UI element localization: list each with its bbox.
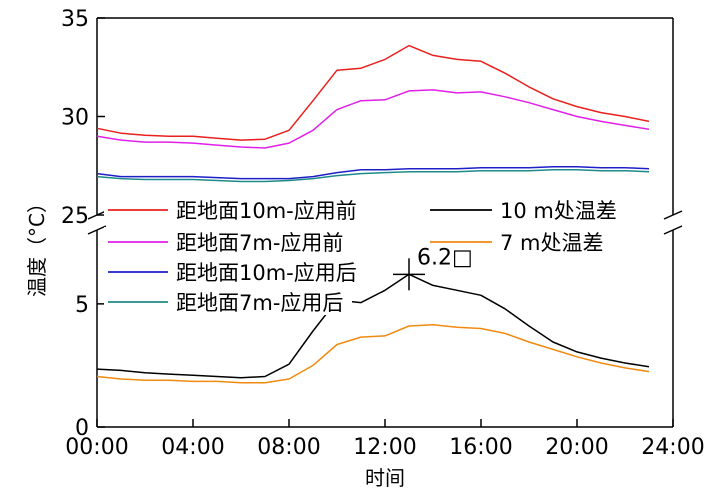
annotation-label: 6.2□ — [417, 245, 473, 270]
series-line — [96, 168, 650, 183]
y-axis-title: 温度（°C） — [25, 193, 49, 297]
legend-bg — [426, 227, 616, 255]
y-tick-label: 0 — [75, 416, 89, 441]
series-line — [96, 165, 650, 180]
legend-bg — [104, 287, 352, 315]
legend-bg — [104, 257, 372, 285]
series-line — [96, 324, 650, 384]
x-tick-label: 24:00 — [641, 435, 704, 460]
y-tick-label: 35 — [61, 7, 89, 32]
y-tick-label: 30 — [61, 106, 89, 131]
y-tick-label: 5 — [75, 293, 89, 318]
legend-label: 距地面10m-应用后 — [176, 261, 357, 285]
series-line — [96, 44, 650, 141]
legend-label: 10 m处温差 — [500, 199, 617, 223]
legend-label: 距地面7m-应用前 — [176, 231, 343, 255]
x-tick-label: 12:00 — [353, 435, 416, 460]
legend-label: 距地面7m-应用后 — [176, 291, 343, 315]
x-axis-title: 时间 — [365, 466, 405, 490]
x-tick-label: 08:00 — [257, 435, 320, 460]
series-layer — [96, 44, 650, 384]
x-tick-label: 16:00 — [449, 435, 512, 460]
axis-break-mark — [663, 225, 683, 235]
axis-break-mark — [87, 225, 107, 235]
x-tick-label: 00:00 — [65, 435, 128, 460]
series-line — [96, 89, 650, 149]
ticks-layer: 25 30 35 0 5 00:00 04:00 08:00 12:00 16:00 20:00 24… — [61, 7, 705, 460]
y-tick-label: 25 — [61, 204, 89, 229]
legend-label: 距地面10m-应用前 — [176, 199, 357, 223]
legend-bg — [104, 227, 352, 255]
x-tick-label: 04:00 — [161, 435, 224, 460]
legend-bg — [426, 195, 636, 223]
legend-bg — [104, 195, 372, 223]
series-line — [96, 273, 650, 379]
legend-label: 7 m处温差 — [500, 231, 604, 255]
x-tick-label: 20:00 — [545, 435, 608, 460]
annotation-layer: 6.2□ — [393, 245, 473, 291]
axis-break-mark — [663, 210, 683, 220]
